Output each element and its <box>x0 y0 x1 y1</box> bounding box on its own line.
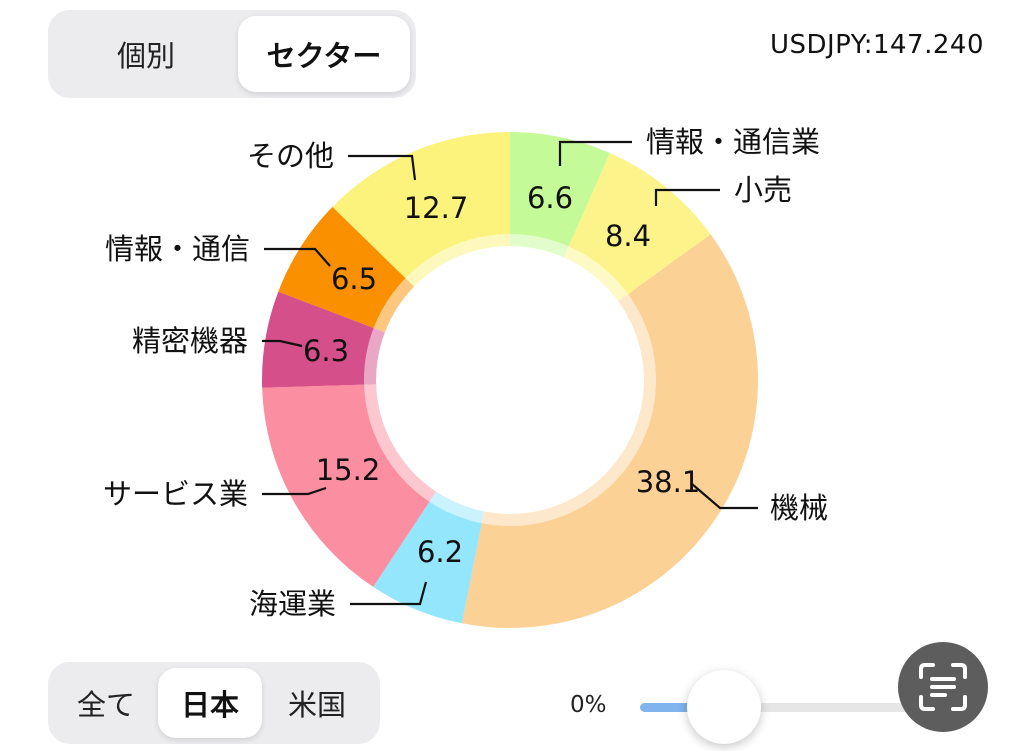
toggle-individual[interactable]: 個別 <box>116 39 175 73</box>
sector-donut-chart: 情報・通信業 6.6 小売 8.4 機械 38.1 海運業 6.2 サービス業 15.2 精密機器 6… <box>103 125 828 628</box>
region-toggle[interactable]: 全て 日本 米国 <box>48 662 380 744</box>
slice-label: 海運業 <box>249 587 336 621</box>
text-scan-icon <box>919 663 967 711</box>
slider-fill <box>640 703 724 712</box>
slice-value-label: 6.2 <box>417 535 463 569</box>
slice-value-label: 38.1 <box>636 465 701 499</box>
donut-slice <box>461 234 758 628</box>
leader-line <box>264 247 331 267</box>
slice-label: 情報・通信 <box>105 232 250 266</box>
slice-label: 情報・通信業 <box>646 125 820 159</box>
donut-slice <box>563 153 711 302</box>
fx-rate-label: USDJPY:147.240 <box>769 30 984 60</box>
leader-line <box>348 154 417 181</box>
donut-inner-ring <box>364 234 656 526</box>
slider-track[interactable] <box>640 703 940 712</box>
view-toggle[interactable]: 個別 セクター <box>48 10 416 98</box>
donut-slice <box>278 206 415 333</box>
leader-line <box>654 188 720 206</box>
toggle-us[interactable]: 米国 <box>287 688 346 722</box>
slice-value-label: 6.5 <box>331 262 377 296</box>
slice-value-label: 6.6 <box>527 181 573 215</box>
toggle-japan[interactable]: 日本 <box>158 668 262 738</box>
donut-slice <box>510 132 610 258</box>
donut-hole <box>378 248 642 512</box>
donut-slice <box>262 384 437 587</box>
toggle-sector[interactable]: セクター <box>238 16 410 92</box>
leader-line <box>558 140 632 166</box>
slice-label: 小売 <box>734 173 792 207</box>
slice-value-label: 8.4 <box>605 219 651 253</box>
slice-label: サービス業 <box>103 477 248 511</box>
leader-line <box>691 483 758 510</box>
slice-label: その他 <box>247 139 334 173</box>
slice-label: 機械 <box>770 491 828 525</box>
donut-slice <box>262 291 385 388</box>
slider-min-label: 0% <box>570 692 607 718</box>
slice-value-label: 12.7 <box>404 191 469 225</box>
slice-value-label: 6.3 <box>303 334 349 368</box>
leader-line <box>262 486 327 496</box>
leader-line <box>350 581 428 606</box>
donut-slice <box>373 491 485 624</box>
leader-line <box>262 339 303 348</box>
slice-label: 精密機器 <box>132 324 248 358</box>
slider-thumb[interactable] <box>687 670 761 744</box>
slice-value-label: 15.2 <box>316 453 381 487</box>
toggle-all[interactable]: 全て <box>76 688 135 722</box>
text-scan-button[interactable] <box>898 642 988 732</box>
